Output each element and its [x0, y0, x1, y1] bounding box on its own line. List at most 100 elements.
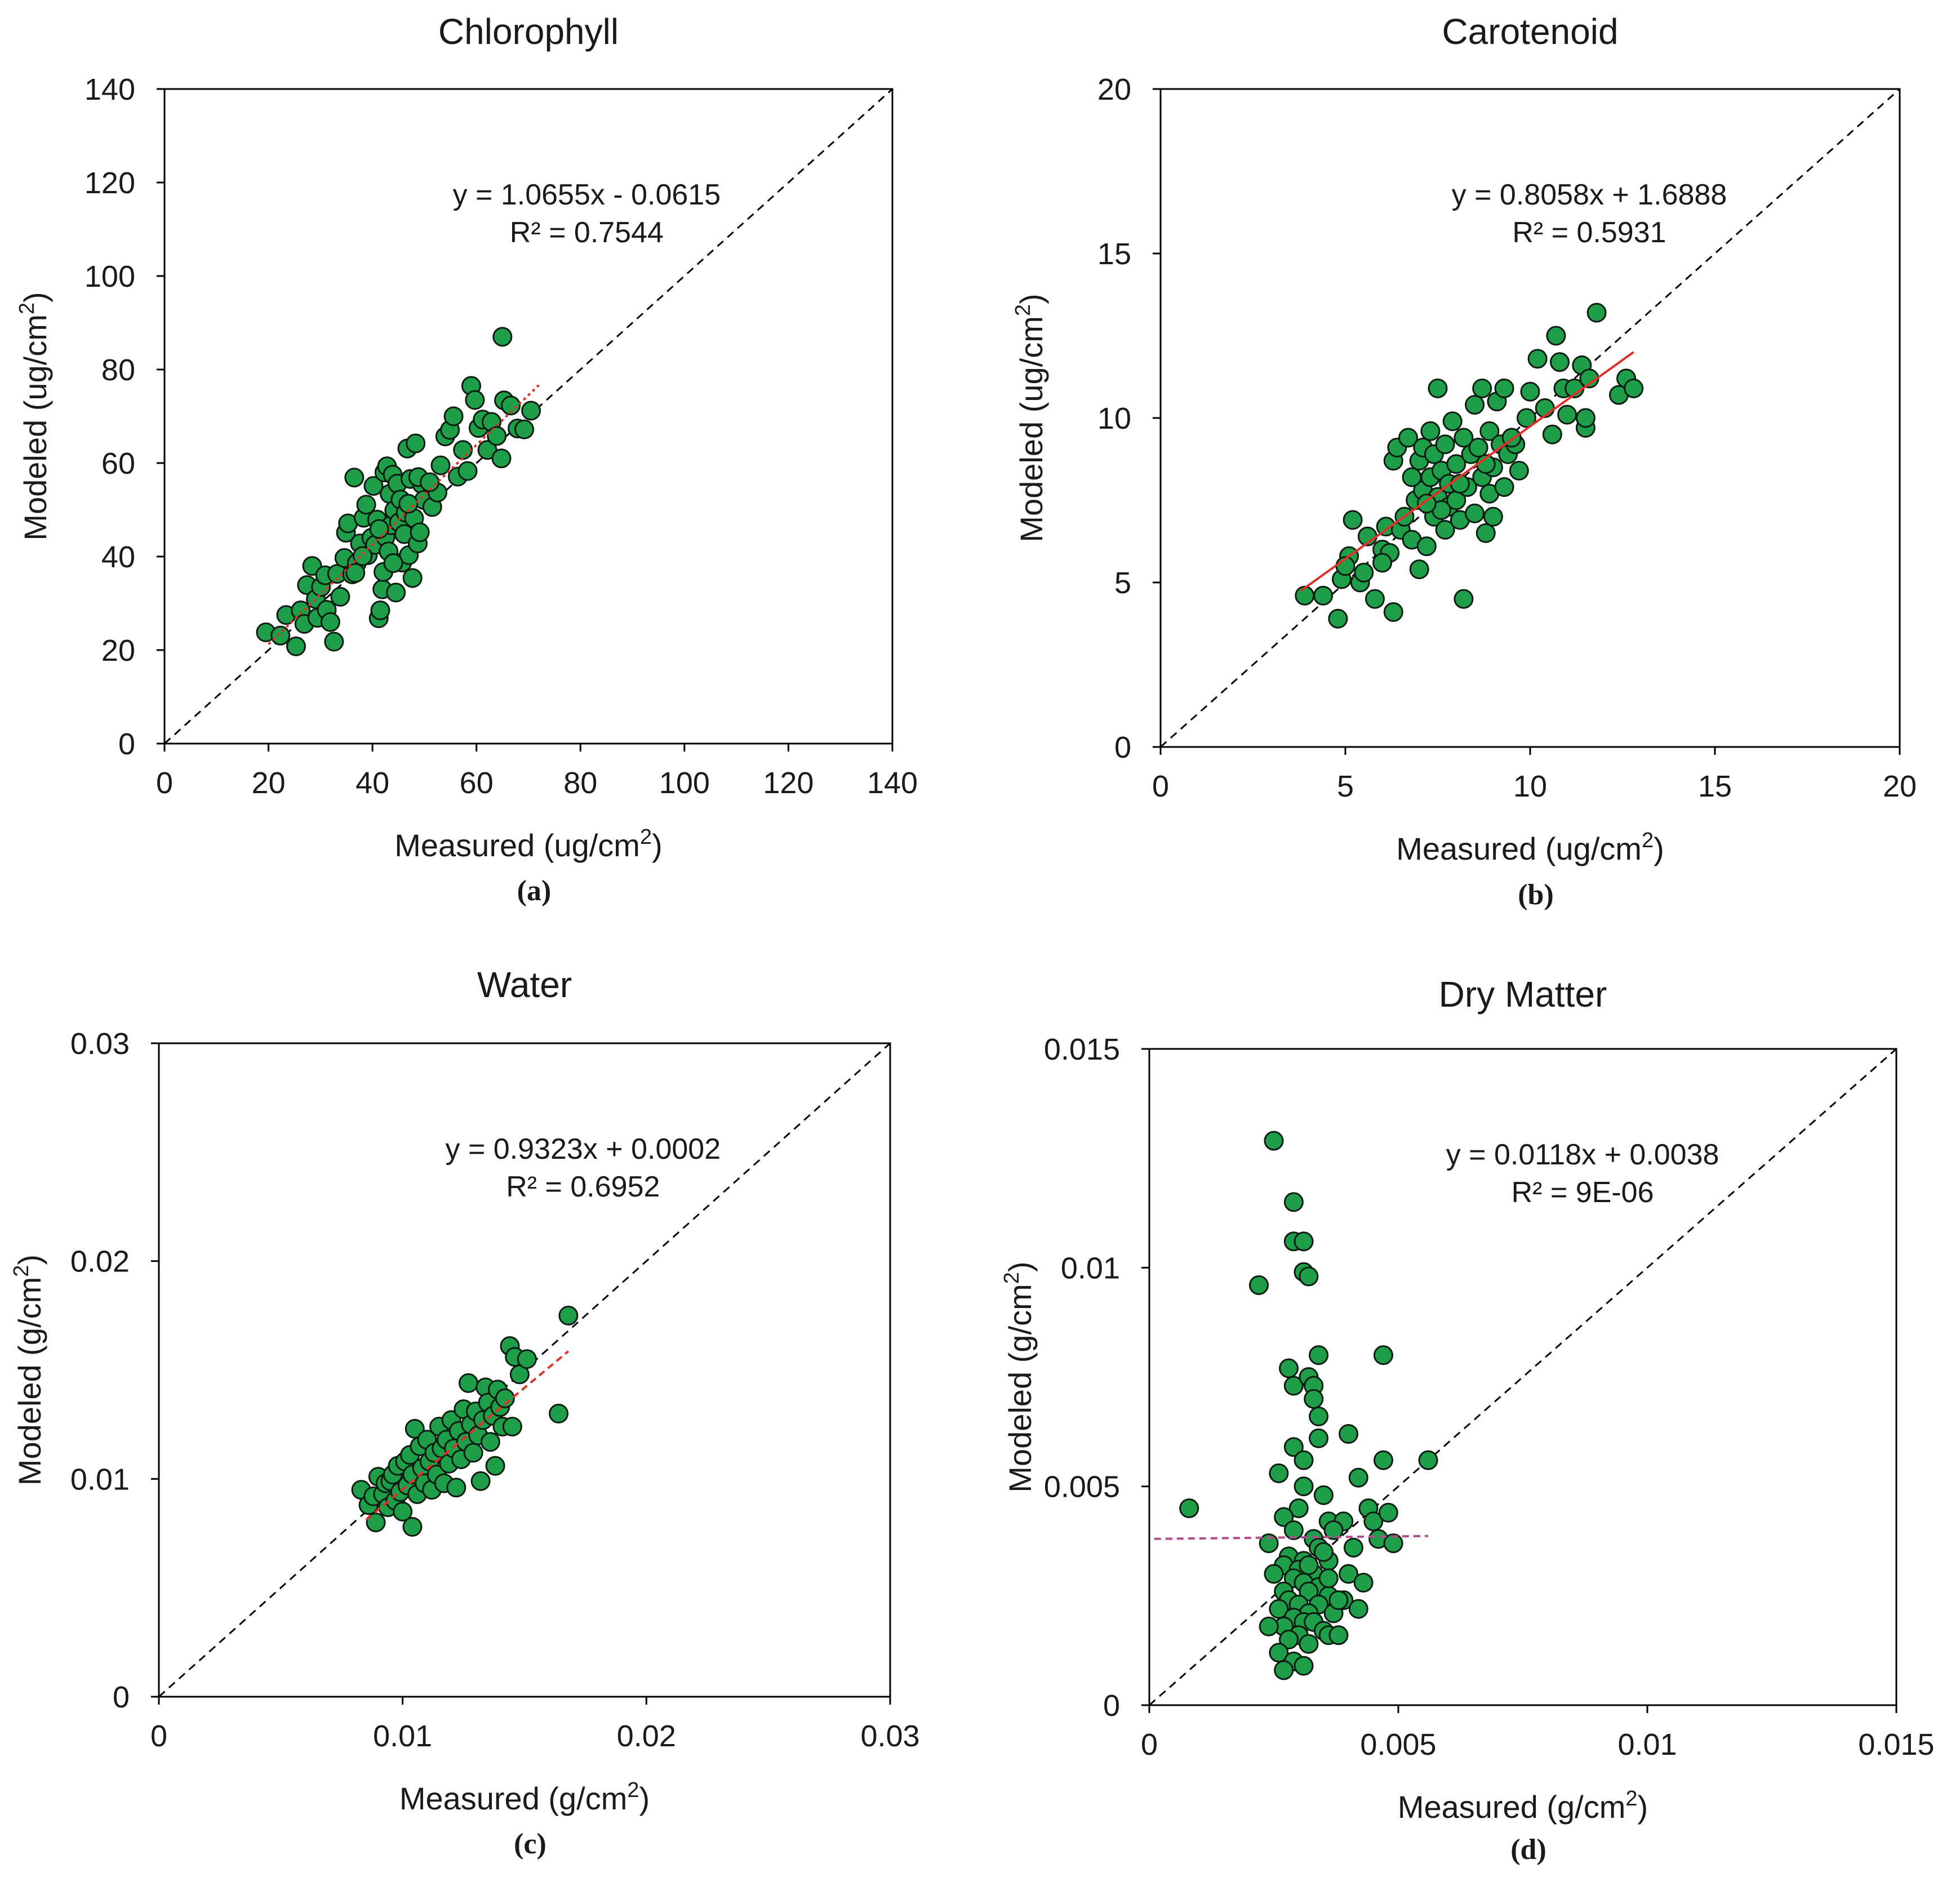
data-point: [1264, 1131, 1284, 1151]
y-tick-label: 0.01: [70, 1462, 130, 1496]
data-point: [446, 1478, 466, 1498]
chart-panel-b: Carotenoid 0 5 10 15 20 0 5 10 15 20 y = 0.8058x + …: [1011, 11, 1917, 911]
data-point: [1442, 411, 1463, 432]
scatter-points: [256, 327, 541, 656]
data-point: [1516, 408, 1536, 428]
data-point: [1248, 1275, 1269, 1295]
y-tick-label: 20: [1097, 73, 1131, 106]
chart-title: Carotenoid: [1442, 11, 1618, 52]
data-point: [1294, 1476, 1314, 1497]
data-point: [402, 1516, 423, 1537]
x-tick-label: 0.015: [1858, 1728, 1934, 1762]
chart-panel-a: Chlorophyll 0 20 40 60 80 100 120 140 0 20 40 60 80 10…: [15, 11, 918, 907]
y-tick-label: 0: [1114, 731, 1131, 764]
data-point: [485, 1456, 505, 1476]
data-point: [1494, 477, 1514, 497]
x-tick-label: 120: [763, 766, 814, 800]
chart-panel-c: Water 0 0.01 0.02 0.03 0 0.01 0.02 0.03 y = 0.932…: [10, 964, 920, 1860]
x-axis-label: Measured (ug/cm2): [394, 825, 663, 863]
data-point: [463, 1443, 483, 1463]
data-point: [1373, 1345, 1393, 1365]
data-point: [514, 419, 535, 439]
data-point: [1279, 1630, 1299, 1649]
data-point: [363, 476, 384, 496]
y-axis-label: Modeled (ug/cm2): [15, 292, 53, 540]
data-point: [320, 612, 340, 632]
data-point: [470, 1471, 491, 1491]
y-tick-label: 60: [101, 447, 135, 481]
data-point: [393, 1501, 413, 1522]
panel-caption: (a): [517, 875, 552, 907]
data-point: [1264, 1564, 1284, 1584]
data-point: [487, 426, 507, 446]
trend-line: [1154, 1534, 1429, 1540]
data-point: [1373, 1450, 1393, 1470]
x-tick-label: 80: [563, 766, 597, 800]
data-point: [1483, 506, 1503, 527]
x-tick-label: 0.01: [1617, 1728, 1677, 1762]
data-point: [356, 495, 376, 515]
x-axis-label-close: ): [652, 828, 663, 863]
regression-equation: y = 0.8058x + 1.6888: [1452, 179, 1727, 211]
y-tick-label: 40: [101, 540, 135, 574]
x-axis-label-close: ): [639, 1781, 650, 1816]
y-tick-label: 15: [1097, 237, 1131, 271]
panel-caption: (c): [514, 1828, 546, 1860]
y-tick-label: 5: [1114, 566, 1131, 600]
data-point: [1520, 381, 1540, 402]
x-axis-label-sup: 2: [1642, 829, 1654, 852]
data-point: [1309, 1406, 1329, 1426]
data-point: [517, 1349, 537, 1369]
data-point: [1468, 438, 1488, 458]
plot-frame: [163, 88, 894, 745]
y-tick-label: 120: [85, 166, 135, 200]
x-axis-label-text: Measured (g/cm: [1398, 1789, 1626, 1825]
data-point: [1365, 589, 1385, 609]
data-point: [1348, 1467, 1368, 1488]
x-axis-label-close: ): [1654, 831, 1664, 866]
data-point: [1259, 1533, 1279, 1554]
x-axis-label: Measured (g/cm2): [1398, 1787, 1648, 1825]
data-point: [398, 493, 419, 514]
data-point: [1299, 1634, 1319, 1654]
y-axis-label-close: ): [1002, 1261, 1038, 1272]
y-tick-label: 0.03: [70, 1027, 130, 1061]
data-point: [1274, 1660, 1294, 1680]
x-tick-label: 0: [150, 1719, 167, 1753]
x-axis-label-sup: 2: [1625, 1787, 1637, 1811]
chart-title: Chlorophyll: [438, 11, 619, 52]
r-squared: R² = 0.7544: [510, 216, 664, 249]
data-point: [1428, 378, 1448, 398]
y-axis-label-sup: 2: [15, 303, 39, 314]
r-squared: R² = 9E-06: [1512, 1176, 1654, 1209]
data-point: [1509, 460, 1529, 481]
data-point: [1398, 428, 1419, 448]
x-tick-label: 10: [1513, 769, 1547, 803]
data-point: [1309, 1428, 1329, 1448]
x-axis-label-text: Measured (g/cm: [399, 1781, 628, 1816]
data-point: [1318, 1568, 1339, 1589]
data-point: [1343, 1537, 1363, 1558]
data-point: [501, 395, 521, 416]
data-point: [1446, 454, 1466, 474]
data-point: [465, 390, 485, 410]
x-axis-label-sup: 2: [640, 825, 652, 849]
x-tick-label: 40: [355, 766, 389, 800]
trend-line: [1300, 351, 1634, 592]
data-point: [330, 586, 350, 607]
y-axis-label: Modeled (ug/cm2): [1011, 293, 1049, 542]
x-axis-label: Measured (g/cm2): [399, 1778, 650, 1816]
data-point: [1475, 523, 1496, 543]
data-point: [1575, 408, 1595, 428]
data-point: [1313, 1542, 1334, 1562]
y-tick-label: 0: [1103, 1689, 1120, 1723]
y-axis-label-close: ): [17, 292, 53, 303]
data-point: [1435, 434, 1455, 455]
data-point: [495, 1388, 515, 1408]
data-point: [1354, 562, 1374, 582]
data-point: [1294, 1656, 1314, 1676]
data-point: [369, 519, 389, 539]
x-tick-label: 60: [460, 766, 494, 800]
y-axis-label: Modeled (g/cm2): [1000, 1261, 1038, 1492]
data-point: [383, 553, 403, 573]
